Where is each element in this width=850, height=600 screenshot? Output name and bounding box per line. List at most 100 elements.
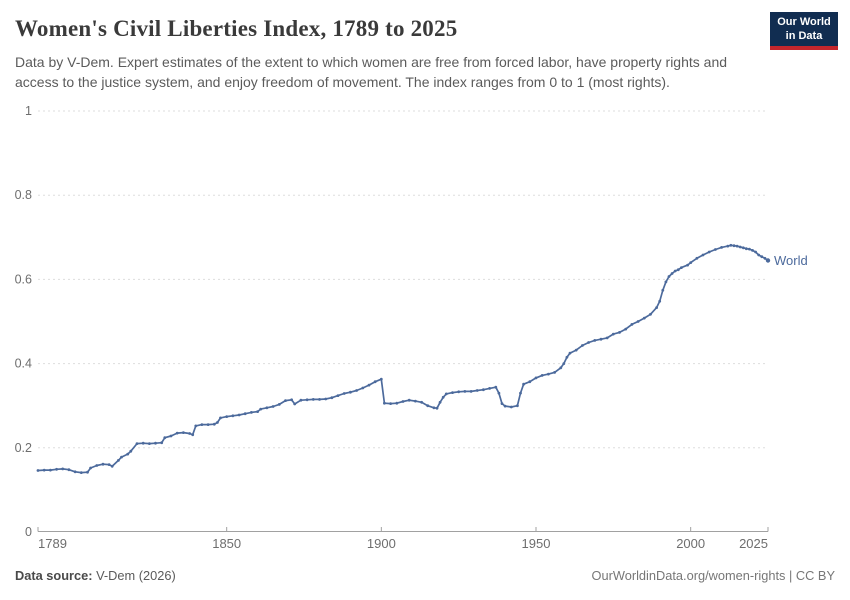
- data-point: [250, 411, 253, 414]
- data-point: [751, 249, 754, 252]
- data-point: [107, 463, 111, 466]
- data-point: [256, 410, 259, 413]
- data-point: [110, 464, 114, 468]
- x-tick-label: 2025: [739, 536, 768, 551]
- world-line-series[interactable]: World: [36, 243, 808, 474]
- data-point: [383, 401, 386, 405]
- data-point: [86, 470, 89, 474]
- chart-subtitle: Data by V-Dem. Expert estimates of the e…: [15, 54, 728, 91]
- data-point: [367, 383, 371, 387]
- data-point: [441, 395, 445, 399]
- data-point: [191, 433, 195, 437]
- data-point: [451, 391, 454, 394]
- data-source-label: Data source:: [15, 568, 93, 583]
- data-point: [349, 390, 352, 394]
- data-point: [587, 341, 590, 344]
- data-point: [760, 255, 764, 259]
- y-tick-label: 0.6: [15, 272, 32, 286]
- data-point: [407, 398, 411, 402]
- data-point: [497, 391, 501, 395]
- data-point: [695, 256, 699, 260]
- data-point: [599, 337, 603, 341]
- data-point: [534, 376, 538, 380]
- x-tick-label: 1900: [367, 536, 396, 551]
- data-point: [342, 392, 346, 395]
- owid-logo-line1: Our World: [777, 15, 831, 28]
- data-point: [420, 400, 423, 404]
- data-point: [148, 442, 151, 445]
- data-point: [95, 464, 99, 467]
- chart-title: Women's Civil Liberties Index, 1789 to 2…: [15, 16, 458, 41]
- y-tick-label: 0.8: [15, 188, 32, 202]
- data-point: [720, 246, 723, 249]
- data-point: [212, 422, 216, 426]
- series-label-world[interactable]: World: [774, 253, 808, 268]
- data-point: [689, 261, 693, 264]
- data-source-value: V-Dem (2026): [92, 568, 176, 583]
- data-point: [553, 371, 556, 374]
- data-point: [463, 390, 467, 393]
- data-point: [738, 245, 742, 249]
- data-point: [79, 471, 83, 474]
- data-point: [216, 421, 219, 424]
- data-point: [101, 462, 105, 466]
- data-point: [141, 441, 145, 445]
- data-point: [748, 247, 751, 251]
- data-point: [686, 263, 689, 267]
- data-point: [729, 243, 733, 247]
- data-point: [469, 390, 473, 393]
- data-point: [516, 404, 519, 408]
- data-point: [444, 392, 448, 396]
- owid-logo[interactable]: Our World in Data: [770, 12, 838, 50]
- data-point: [330, 396, 334, 400]
- data-point: [509, 405, 513, 409]
- data-point: [219, 416, 222, 420]
- data-point: [117, 459, 120, 462]
- x-axis-labels: 1789 1850 1900 1950 2000 2025: [38, 536, 768, 551]
- owid-logo-line2: in Data: [785, 30, 823, 42]
- data-point: [42, 468, 46, 472]
- data-point: [581, 344, 584, 347]
- data-point: [435, 406, 439, 410]
- x-tick-label: 1789: [38, 536, 67, 551]
- x-tick-label: 2000: [676, 536, 705, 551]
- data-point: [265, 406, 269, 410]
- data-point: [636, 320, 640, 323]
- data-point: [129, 449, 133, 453]
- data-point: [277, 403, 281, 406]
- data-point: [757, 253, 761, 257]
- data-point: [194, 424, 198, 428]
- data-point: [336, 394, 340, 397]
- data-point: [744, 247, 748, 251]
- data-point: [89, 466, 92, 470]
- data-point: [664, 280, 668, 284]
- data-point: [642, 316, 646, 320]
- data-point: [361, 386, 365, 390]
- data-point: [126, 452, 130, 456]
- data-point: [701, 253, 705, 257]
- data-point: [649, 312, 652, 316]
- data-source: Data source: V-Dem (2026): [15, 568, 176, 583]
- credit-link[interactable]: OurWorldinData.org/women-rights | CC BY: [591, 568, 835, 583]
- data-point: [655, 306, 658, 309]
- data-point: [188, 432, 192, 435]
- y-gridlines: [38, 110, 768, 449]
- data-point: [565, 355, 569, 359]
- data-point: [735, 244, 739, 248]
- data-point: [67, 468, 71, 472]
- data-point: [574, 348, 578, 352]
- data-point: [528, 380, 532, 384]
- data-point: [200, 423, 204, 426]
- data-point: [182, 431, 185, 434]
- data-point: [593, 339, 597, 342]
- data-point: [494, 385, 498, 389]
- data-point: [401, 400, 405, 403]
- data-point: [355, 389, 358, 392]
- data-point: [503, 404, 507, 408]
- data-point: [160, 441, 164, 445]
- data-point: [540, 374, 544, 377]
- data-point: [206, 423, 210, 426]
- series-line[interactable]: [37, 244, 769, 474]
- data-point: [519, 391, 522, 395]
